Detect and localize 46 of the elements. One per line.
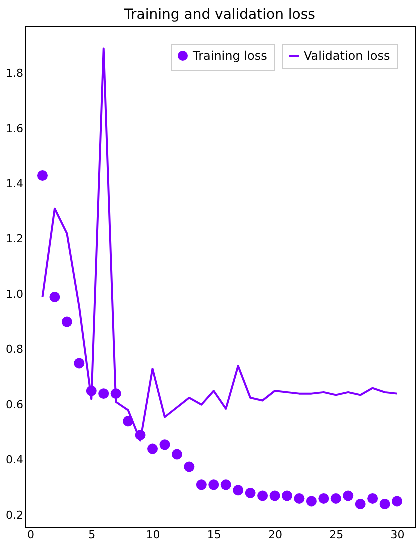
- point: [245, 488, 256, 498]
- x-tick-label: 15: [207, 528, 222, 542]
- point: [37, 170, 48, 181]
- point: [196, 480, 207, 490]
- point: [282, 490, 292, 502]
- point: [184, 462, 195, 472]
- y-tick-label: 1.4: [6, 178, 24, 191]
- point: [318, 493, 330, 504]
- point: [62, 316, 72, 328]
- y-tick-label: 1.6: [6, 122, 24, 136]
- y-tick-label: 0.6: [6, 398, 24, 412]
- y-tick-label: 1.2: [6, 232, 24, 246]
- point: [233, 485, 244, 496]
- point: [343, 490, 354, 502]
- x-tick-label: 30: [390, 528, 405, 542]
- legend-label: Training loss: [192, 49, 268, 63]
- x-tick-label: 10: [146, 528, 160, 542]
- x-tick-label: 20: [268, 528, 283, 542]
- y-tick-label: 0.2: [6, 508, 24, 522]
- point: [330, 493, 342, 504]
- point: [74, 358, 85, 369]
- x-tick-label: 25: [330, 528, 344, 542]
- line-series: [42, 48, 398, 442]
- point: [306, 496, 317, 507]
- point: [355, 498, 366, 510]
- legend-label: Validation loss: [304, 49, 390, 63]
- point: [368, 493, 378, 504]
- point: [392, 496, 403, 507]
- point: [270, 490, 280, 502]
- point: [50, 292, 60, 302]
- point: [258, 490, 268, 502]
- y-tick-label: 0.8: [6, 343, 24, 356]
- y-tick-label: 1.0: [6, 288, 24, 301]
- point: [148, 444, 158, 454]
- point: [98, 388, 110, 400]
- point: [220, 480, 232, 490]
- y-tick-label: 1.8: [6, 67, 24, 80]
- x-tick-label: 0: [28, 528, 34, 542]
- y-tick-label: 0.4: [6, 454, 24, 467]
- point: [172, 449, 182, 460]
- point: [294, 493, 305, 504]
- point: [380, 498, 390, 510]
- point: [160, 440, 170, 450]
- x-tick-label: 5: [88, 528, 96, 542]
- point: [208, 480, 220, 490]
- chart-title: Training and validation loss: [124, 7, 316, 23]
